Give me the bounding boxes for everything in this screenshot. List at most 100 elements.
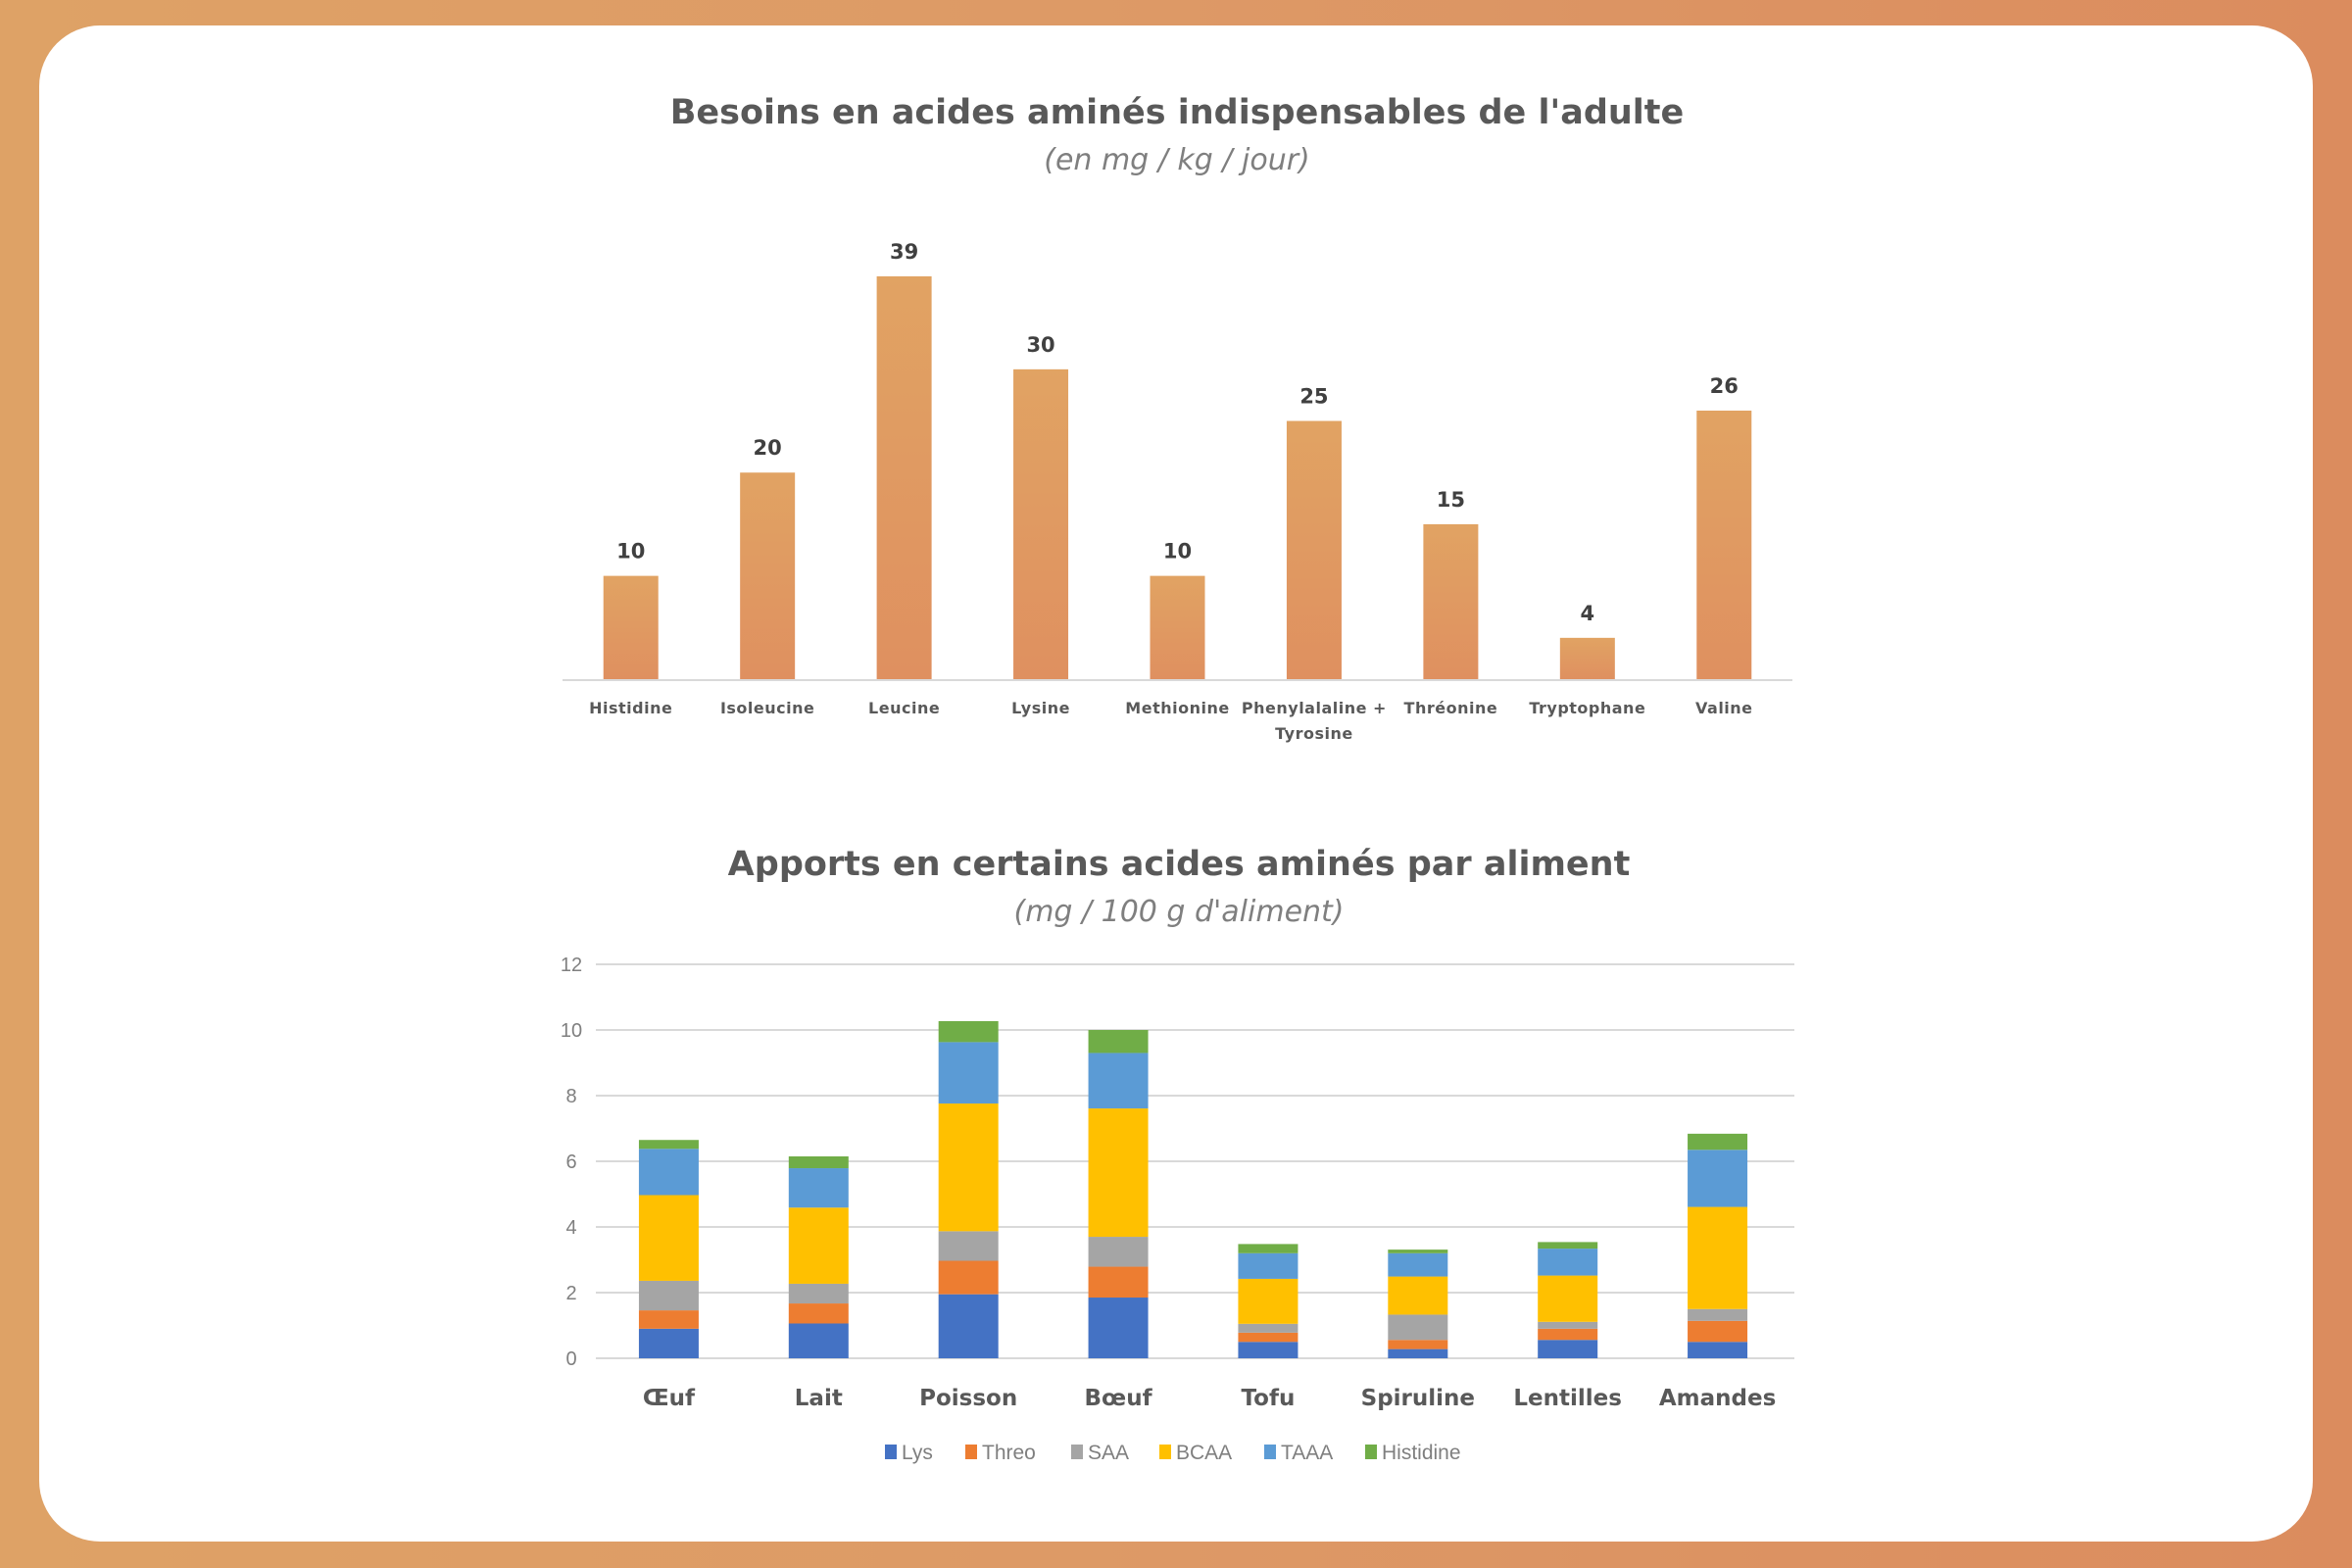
chart1-category-label: Leucine — [868, 699, 940, 717]
chart1-value-label: 10 — [1163, 540, 1192, 564]
chart2-segment-taaa — [788, 1168, 849, 1208]
legend-label: Lys — [902, 1442, 933, 1464]
chart1-value-label: 26 — [1710, 374, 1739, 398]
chart2-segment-taaa — [1238, 1252, 1298, 1279]
chart1-category-label: Thréonine — [1404, 699, 1498, 717]
chart2-segment-lys — [1538, 1340, 1598, 1358]
chart2-segment-threo — [788, 1303, 849, 1324]
chart2-segment-saa — [1088, 1237, 1149, 1267]
chart2-segment-threo — [1238, 1332, 1298, 1343]
chart2-segment-histidine — [1388, 1250, 1448, 1253]
chart2-y-tick-label: 0 — [565, 1348, 576, 1370]
legend-label: Threo — [982, 1442, 1036, 1464]
chart1-subtitle: (en mg / kg / jour) — [1044, 143, 1310, 177]
chart2-segment-histidine — [1238, 1244, 1298, 1253]
legend-item-taaa: TAAA — [1264, 1442, 1333, 1464]
chart2-segment-taaa — [1088, 1053, 1149, 1109]
chart2-segment-histidine — [938, 1020, 999, 1043]
chart2-segment-threo — [638, 1310, 699, 1329]
chart2-category-label: Bœuf — [1085, 1386, 1153, 1411]
chart1-bars — [603, 276, 1752, 679]
chart2-segment-taaa — [938, 1042, 999, 1104]
legend-label: TAAA — [1281, 1442, 1333, 1464]
chart1-bar — [876, 276, 932, 679]
legend-item-saa: SAA — [1071, 1442, 1129, 1464]
legend-swatch — [1159, 1445, 1171, 1459]
chart1-bar — [1559, 637, 1615, 679]
chart2-segment-saa — [1688, 1308, 1748, 1321]
chart2-segment-saa — [638, 1280, 699, 1311]
chart1-category-label: Tyrosine — [1275, 724, 1353, 743]
chart2-segment-threo — [1538, 1328, 1598, 1341]
chart1-value-label: 4 — [1581, 602, 1595, 625]
chart2-segment-taaa — [1388, 1252, 1448, 1277]
chart2-segment-saa — [1538, 1321, 1598, 1329]
chart2-segment-lys — [938, 1294, 999, 1358]
chart1-value-label: 30 — [1026, 333, 1054, 357]
chart2-segment-histidine — [1088, 1030, 1149, 1054]
legend-swatch — [1264, 1445, 1276, 1459]
chart2-segment-saa — [1388, 1314, 1448, 1341]
chart1-bar — [1286, 420, 1342, 679]
chart2-segment-saa — [938, 1231, 999, 1261]
chart2-segment-bcaa — [938, 1103, 999, 1232]
chart2-y-tick-label: 2 — [565, 1283, 576, 1304]
chart2-stack — [1688, 1133, 1748, 1358]
chart2-segment-bcaa — [638, 1195, 699, 1281]
chart2-stack — [788, 1155, 849, 1358]
chart2-segment-saa — [788, 1283, 849, 1304]
chart2-stack — [938, 1020, 999, 1358]
chart1-category-label: Valine — [1695, 699, 1753, 717]
chart1-bar — [1013, 368, 1069, 679]
chart1-category-labels: Histidine Isoleucine Leucine Lysine Methioni… — [589, 699, 1752, 743]
chart2-y-tick-label: 6 — [565, 1152, 576, 1173]
chart2-segment-lys — [1088, 1298, 1149, 1358]
legend-swatch — [965, 1445, 977, 1459]
chart2-segment-bcaa — [1688, 1206, 1748, 1309]
legend-item-threo: Threo — [965, 1442, 1036, 1464]
legend-item-histidine: Histidine — [1365, 1442, 1461, 1464]
chart2-segment-taaa — [1538, 1249, 1598, 1276]
legend-label: Histidine — [1382, 1442, 1461, 1464]
chart2-segment-bcaa — [1088, 1108, 1149, 1238]
chart2-segment-lys — [1688, 1342, 1748, 1358]
chart1-title: Besoins en acides aminés indispensables … — [670, 93, 1685, 132]
chart2-segment-histidine — [638, 1140, 699, 1150]
chart2-segment-histidine — [788, 1155, 849, 1169]
chart-card — [39, 25, 2313, 1542]
chart1-value-label: 25 — [1299, 385, 1328, 409]
chart2-segment-lys — [788, 1323, 849, 1358]
legend-swatch — [1365, 1445, 1377, 1459]
chart1-category-label: Tryptophane — [1529, 699, 1645, 717]
chart2-segment-histidine — [1538, 1242, 1598, 1250]
chart1-category-label: Phenylalaline + — [1242, 699, 1387, 717]
chart2-category-label: Poisson — [919, 1386, 1017, 1411]
chart1-category-label: Lysine — [1011, 699, 1070, 717]
chart2-segment-saa — [1238, 1323, 1298, 1333]
legend-item-bcaa: BCAA — [1159, 1442, 1232, 1464]
chart2-y-tick-label: 8 — [565, 1086, 576, 1107]
chart2-segment-histidine — [1688, 1133, 1748, 1151]
chart2-segment-lys — [1238, 1342, 1298, 1358]
chart2-segment-threo — [938, 1260, 999, 1295]
chart1-value-label: 39 — [890, 240, 918, 264]
chart2-stack — [1388, 1250, 1448, 1358]
chart2-segment-bcaa — [1538, 1275, 1598, 1322]
chart2-title: Apports en certains acides aminés par al… — [728, 845, 1631, 884]
chart2-stacked-bars — [638, 1020, 1748, 1358]
chart2-stack — [1538, 1242, 1598, 1358]
chart1-value-label: 20 — [754, 436, 782, 460]
legend-label: SAA — [1088, 1442, 1129, 1464]
chart1-category-label: Isoleucine — [720, 699, 814, 717]
chart2-category-label: Spiruline — [1361, 1386, 1475, 1411]
legend-swatch — [1071, 1445, 1083, 1459]
chart2-segment-bcaa — [1238, 1278, 1298, 1324]
chart2-y-tick-label: 12 — [561, 955, 582, 976]
chart1-bar — [740, 472, 796, 679]
chart2-subtitle: (mg / 100 g d'aliment) — [1013, 895, 1344, 929]
legend-label: BCAA — [1176, 1442, 1232, 1464]
legend-item-lys: Lys — [885, 1442, 933, 1464]
chart2-gridlines — [596, 963, 1794, 1359]
chart2-category-label: Amandes — [1659, 1386, 1776, 1411]
